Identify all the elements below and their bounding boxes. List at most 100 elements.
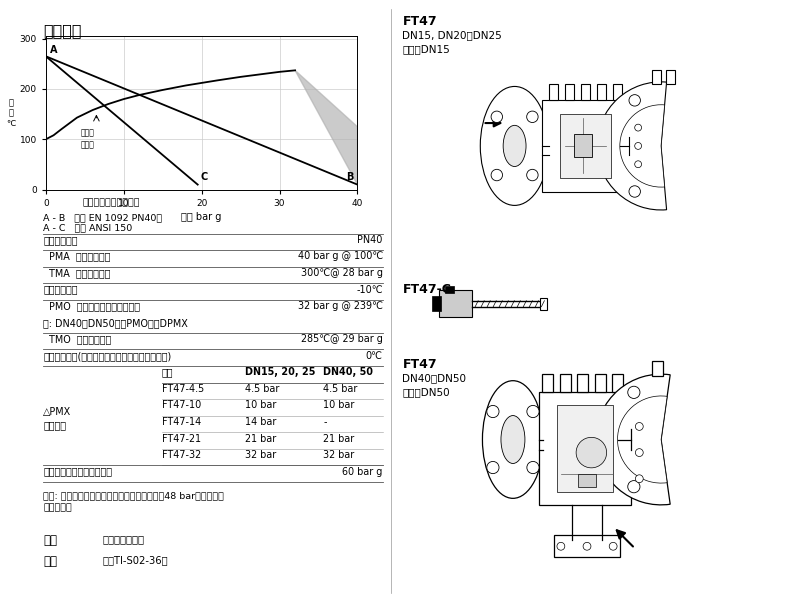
Text: -10℃: -10℃	[356, 285, 383, 294]
Text: TMO  最大工作温度: TMO 最大工作温度	[43, 334, 112, 344]
Circle shape	[487, 405, 499, 418]
Text: 300℃@ 28 bar g: 300℃@ 28 bar g	[301, 268, 383, 278]
Text: 0℃: 0℃	[366, 351, 383, 361]
Text: FT47: FT47	[402, 358, 437, 371]
Text: 60 bar g: 60 bar g	[342, 467, 383, 477]
Bar	[542, 374, 553, 391]
Bar	[560, 114, 611, 178]
Circle shape	[628, 386, 640, 399]
Bar	[613, 84, 622, 100]
Text: 排量: 排量	[43, 555, 58, 568]
Text: 32 bar: 32 bar	[323, 450, 355, 460]
Ellipse shape	[501, 415, 525, 464]
Text: C: C	[200, 172, 208, 182]
Circle shape	[634, 124, 641, 131]
Text: DN15, DN20和DN25: DN15, DN20和DN25	[402, 30, 502, 40]
Text: FT47-21: FT47-21	[162, 433, 201, 444]
Wedge shape	[618, 396, 667, 483]
Y-axis label: 温
度
℃: 温 度 ℃	[6, 98, 16, 128]
Text: 285℃@ 29 bar g: 285℃@ 29 bar g	[301, 334, 383, 344]
Bar	[652, 70, 661, 84]
Wedge shape	[596, 374, 670, 505]
Text: TMA  最大允许温度: TMA 最大允许温度	[43, 268, 110, 278]
Wedge shape	[597, 82, 667, 210]
Bar	[540, 297, 548, 309]
Bar	[574, 134, 593, 157]
Bar	[612, 374, 623, 391]
Text: 4.5 bar: 4.5 bar	[323, 384, 358, 394]
Bar	[578, 474, 596, 488]
Bar	[595, 374, 605, 391]
Bar	[542, 100, 629, 191]
Text: △PMX
最大压差: △PMX 最大压差	[43, 408, 72, 430]
Text: 21 bar: 21 bar	[245, 433, 276, 444]
Text: DN40和DN50: DN40和DN50	[402, 373, 466, 383]
Text: 图示为DN15: 图示为DN15	[402, 44, 451, 54]
Circle shape	[576, 437, 607, 468]
Circle shape	[635, 423, 643, 430]
Circle shape	[635, 475, 643, 483]
Text: PMA  最大允许压力: PMA 最大允许压力	[43, 252, 110, 261]
X-axis label: 压力 bar g: 压力 bar g	[181, 212, 222, 222]
Text: 饱和蒸
汽曲线: 饱和蒸 汽曲线	[80, 128, 95, 149]
Text: B: B	[346, 172, 353, 182]
Ellipse shape	[481, 87, 549, 205]
Circle shape	[527, 461, 539, 474]
Circle shape	[609, 542, 617, 550]
Circle shape	[527, 169, 538, 181]
Text: 10 bar: 10 bar	[245, 400, 276, 411]
Text: A: A	[50, 45, 57, 55]
Text: 图示为DN50: 图示为DN50	[402, 387, 450, 397]
Ellipse shape	[482, 380, 544, 498]
Text: 最低允许温度: 最低允许温度	[43, 285, 78, 294]
Bar	[581, 84, 590, 100]
Text: DN15, 20, 25: DN15, 20, 25	[245, 367, 315, 377]
Text: FT47-14: FT47-14	[162, 417, 201, 427]
Text: 4.5 bar: 4.5 bar	[245, 384, 279, 394]
Bar	[549, 84, 558, 100]
Circle shape	[628, 480, 640, 493]
Text: 见下页材质表。: 见下页材质表。	[103, 534, 144, 544]
Text: 32 bar g @ 239℃: 32 bar g @ 239℃	[297, 301, 383, 311]
Circle shape	[557, 542, 565, 550]
Text: 警告: 内部安装后，疏水阀的试验压力不能超过48 bar，否则会损
坏内部件。: 警告: 内部安装后，疏水阀的试验压力不能超过48 bar，否则会损 坏内部件。	[43, 491, 224, 512]
Text: 工作范围: 工作范围	[43, 23, 82, 38]
Text: 口径: 口径	[162, 367, 174, 377]
Circle shape	[487, 461, 499, 474]
Text: 详见TI-S02-36。: 详见TI-S02-36。	[103, 555, 168, 565]
Circle shape	[629, 95, 641, 106]
Text: FT47-10: FT47-10	[162, 400, 201, 411]
Text: FT47-32: FT47-32	[162, 450, 201, 460]
Circle shape	[527, 111, 538, 123]
Circle shape	[583, 542, 591, 550]
Text: PMO  饱和蒸汽下最大工作压力: PMO 饱和蒸汽下最大工作压力	[43, 301, 140, 311]
Polygon shape	[295, 70, 357, 185]
Text: -: -	[323, 417, 327, 427]
Circle shape	[635, 448, 643, 456]
Circle shape	[491, 169, 503, 181]
Text: 本产品不能用于此区域: 本产品不能用于此区域	[82, 199, 140, 207]
Circle shape	[634, 161, 641, 167]
Text: 21 bar: 21 bar	[323, 433, 355, 444]
Wedge shape	[620, 105, 664, 187]
Bar	[653, 361, 664, 376]
Text: A - C   法兰 ANSI 150: A - C 法兰 ANSI 150	[43, 223, 133, 232]
Bar	[445, 286, 454, 293]
Text: 40 bar g @ 100℃: 40 bar g @ 100℃	[297, 252, 383, 261]
Text: 32 bar: 32 bar	[245, 450, 276, 460]
Text: 10 bar: 10 bar	[323, 400, 355, 411]
Text: FT47-C: FT47-C	[402, 283, 451, 296]
Bar	[597, 84, 606, 100]
Circle shape	[527, 405, 539, 418]
Circle shape	[629, 186, 641, 197]
Text: 阀体设计条件: 阀体设计条件	[43, 235, 78, 245]
Circle shape	[634, 143, 641, 149]
Text: 材质: 材质	[43, 534, 58, 547]
Bar	[539, 391, 630, 505]
Text: FT47: FT47	[402, 15, 437, 28]
Text: 注: DN40和DN50阀的PMO等于DPMX: 注: DN40和DN50阀的PMO等于DPMX	[43, 318, 189, 327]
Circle shape	[491, 111, 503, 123]
Ellipse shape	[503, 125, 526, 167]
Text: 最低工作温度(低温应用时，请咨询斯派莎克公司): 最低工作温度(低温应用时，请咨询斯派莎克公司)	[43, 351, 172, 361]
Text: DN40, 50: DN40, 50	[323, 367, 373, 377]
